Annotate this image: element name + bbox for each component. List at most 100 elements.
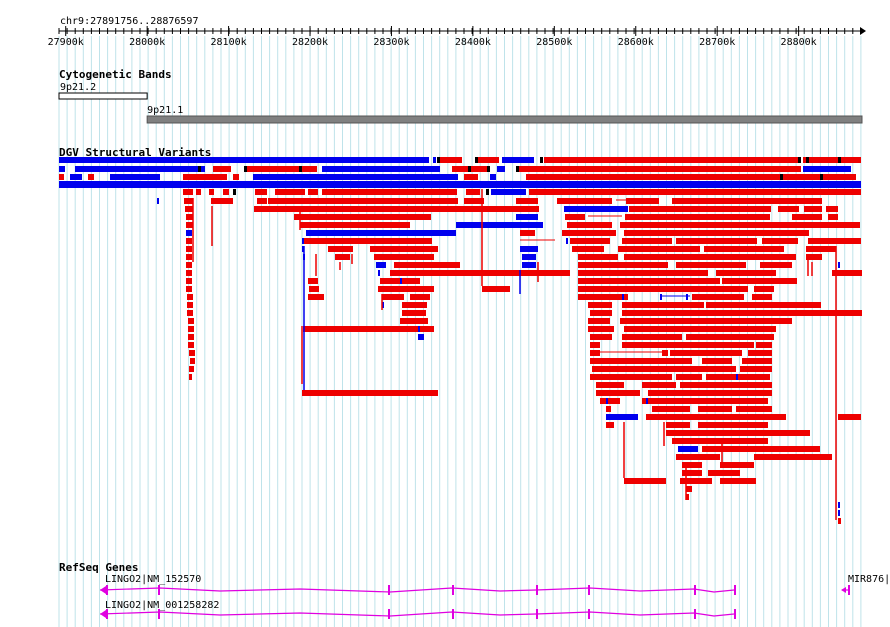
variant-bar[interactable] — [838, 157, 841, 163]
variant-bar[interactable] — [186, 246, 192, 252]
variant-bar[interactable] — [698, 422, 768, 428]
variant-bar[interactable] — [562, 230, 616, 236]
variant-bar[interactable] — [370, 246, 438, 252]
variant-bar[interactable] — [838, 518, 841, 524]
variant-bar[interactable] — [75, 166, 205, 172]
variant-bar[interactable] — [828, 214, 838, 220]
variant-bar[interactable] — [464, 198, 484, 204]
variant-bar[interactable] — [394, 262, 460, 268]
variant-bar[interactable] — [820, 174, 823, 180]
variant-bar[interactable] — [686, 294, 688, 300]
variant-bar[interactable] — [516, 214, 538, 220]
variant-bar[interactable] — [268, 198, 458, 204]
variant-bar[interactable] — [300, 222, 410, 228]
variant-bar[interactable] — [642, 398, 768, 404]
variant-bar[interactable] — [624, 326, 776, 332]
variant-bar[interactable] — [622, 294, 624, 300]
exon-block[interactable] — [536, 585, 538, 595]
exon-block[interactable] — [588, 609, 590, 619]
variant-bar[interactable] — [626, 198, 659, 204]
variant-bar[interactable] — [590, 350, 600, 356]
variant-bar[interactable] — [666, 430, 810, 436]
variant-bar[interactable] — [433, 157, 436, 163]
variant-bar[interactable] — [838, 262, 840, 268]
variant-bar[interactable] — [662, 350, 668, 356]
exon-block[interactable] — [536, 609, 538, 619]
variant-bar[interactable] — [187, 302, 193, 308]
variant-bar[interactable] — [622, 334, 682, 340]
variant-bar[interactable] — [803, 157, 853, 163]
variant-bar[interactable] — [588, 318, 610, 324]
variant-bar[interactable] — [570, 238, 610, 244]
variant-bar[interactable] — [838, 510, 840, 516]
variant-bar[interactable] — [188, 326, 194, 332]
variant-bar[interactable] — [440, 157, 462, 163]
variant-bar[interactable] — [196, 189, 201, 195]
variant-bar[interactable] — [456, 222, 543, 228]
variant-bar[interactable] — [186, 238, 192, 244]
variant-bar[interactable] — [704, 246, 784, 252]
variant-bar[interactable] — [302, 246, 304, 252]
variant-bar[interactable] — [652, 406, 690, 412]
variant-bar[interactable] — [400, 318, 428, 324]
variant-bar[interactable] — [502, 157, 534, 163]
variant-bar[interactable] — [382, 294, 404, 300]
variant-bar[interactable] — [578, 286, 748, 292]
variant-bar[interactable] — [672, 198, 822, 204]
variant-bar[interactable] — [223, 189, 229, 195]
variant-bar[interactable] — [402, 310, 426, 316]
variant-bar[interactable] — [838, 502, 840, 508]
variant-bar[interactable] — [328, 246, 353, 252]
variant-bar[interactable] — [382, 302, 384, 308]
variant-bar[interactable] — [308, 189, 318, 195]
variant-bar[interactable] — [183, 174, 227, 180]
variant-bar[interactable] — [189, 350, 195, 356]
exon-block[interactable] — [388, 609, 390, 619]
variant-bar[interactable] — [600, 398, 620, 404]
variant-bar[interactable] — [187, 294, 193, 300]
variant-bar[interactable] — [516, 198, 538, 204]
exon-block[interactable] — [588, 585, 590, 595]
variant-bar[interactable] — [557, 198, 612, 204]
variant-bar[interactable] — [686, 334, 774, 340]
variant-bar[interactable] — [720, 478, 756, 484]
variant-bar[interactable] — [708, 470, 740, 476]
variant-bar[interactable] — [590, 374, 672, 380]
variant-bar[interactable] — [475, 157, 478, 163]
variant-bar[interactable] — [544, 157, 800, 163]
cytoband-track[interactable]: 9p21.2 9p21.1 — [58, 82, 863, 124]
variant-bar[interactable] — [402, 302, 427, 308]
variant-bar[interactable] — [188, 342, 194, 348]
variant-bar[interactable] — [606, 414, 638, 420]
variant-bar[interactable] — [522, 262, 536, 268]
variant-bar[interactable] — [702, 358, 732, 364]
variant-bar[interactable] — [804, 206, 822, 212]
variant-bar[interactable] — [592, 366, 736, 372]
variant-bar[interactable] — [189, 374, 192, 380]
exon-block[interactable] — [452, 609, 454, 619]
variant-bar[interactable] — [680, 382, 772, 388]
variant-bar[interactable] — [606, 422, 614, 428]
variant-bar[interactable] — [517, 206, 539, 212]
variant-bar[interactable] — [520, 246, 538, 252]
variant-bar[interactable] — [540, 157, 543, 163]
variant-bar[interactable] — [437, 157, 440, 163]
variant-bar[interactable] — [88, 174, 94, 180]
variant-bar[interactable] — [482, 286, 510, 292]
variant-bar[interactable] — [578, 270, 708, 276]
variant-bar[interactable] — [322, 166, 440, 172]
variant-bar[interactable] — [596, 390, 640, 396]
variant-bar[interactable] — [588, 326, 614, 332]
variant-bar[interactable] — [832, 270, 862, 276]
variant-bar[interactable] — [186, 254, 192, 260]
variant-bar[interactable] — [302, 390, 438, 396]
variant-bar[interactable] — [466, 189, 480, 195]
variant-bar[interactable] — [516, 166, 801, 172]
variant-bar[interactable] — [622, 342, 754, 348]
exon-block[interactable] — [734, 609, 736, 619]
variant-bar[interactable] — [826, 206, 838, 212]
variant-bar[interactable] — [244, 166, 247, 172]
variant-bar[interactable] — [572, 246, 604, 252]
variant-bar[interactable] — [686, 358, 692, 364]
variant-bar[interactable] — [752, 294, 772, 300]
